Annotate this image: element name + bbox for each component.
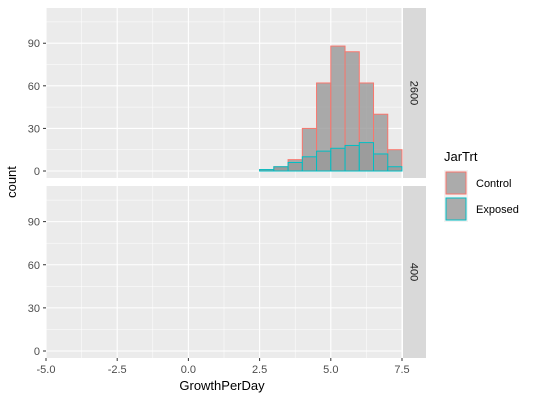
legend: JarTrt Control Exposed [444,149,519,222]
legend-title: JarTrt [444,149,478,164]
facet-strip-label: 2600 [408,81,420,105]
legend-label-exposed: Exposed [476,204,519,216]
y-tick-label: 0 [34,166,40,178]
x-tick-label: 0.0 [181,364,196,376]
histogram-bar-exposed [331,148,345,171]
y-axis-title: count [4,166,19,198]
legend-swatch-exposed [446,198,466,220]
histogram-bar-exposed [260,170,274,171]
legend-swatch-control [446,172,466,194]
histogram-bar-exposed [345,145,359,171]
y-tick-label: 60 [28,81,40,93]
histogram-bar-exposed [274,167,288,171]
x-tick-label: 5.0 [323,364,338,376]
histogram-bar-exposed [317,151,331,171]
x-tick-label: -5.0 [37,364,56,376]
panel-2600: 2600 [46,8,426,178]
legend-label-control: Control [476,178,511,190]
y-tick-label: 0 [34,346,40,358]
histogram-bar-exposed [388,167,402,171]
x-tick-label: -2.5 [108,364,127,376]
y-tick-label: 90 [28,217,40,229]
histogram-bar-exposed [288,162,302,171]
x-tick-label: 2.5 [252,364,267,376]
histogram-bar-exposed [359,143,373,171]
y-tick-label: 30 [28,123,40,135]
y-tick-label: 60 [28,260,40,272]
x-axis-title: GrowthPerDay [179,378,265,393]
panel-400: 400 [46,186,426,358]
y-tick-label: 90 [28,38,40,50]
facet-strip-label: 400 [408,263,420,281]
y-tick-label: 30 [28,303,40,315]
histogram-bar-exposed [302,157,316,171]
x-tick-label: 7.5 [394,364,409,376]
histogram-bar-exposed [374,154,388,171]
